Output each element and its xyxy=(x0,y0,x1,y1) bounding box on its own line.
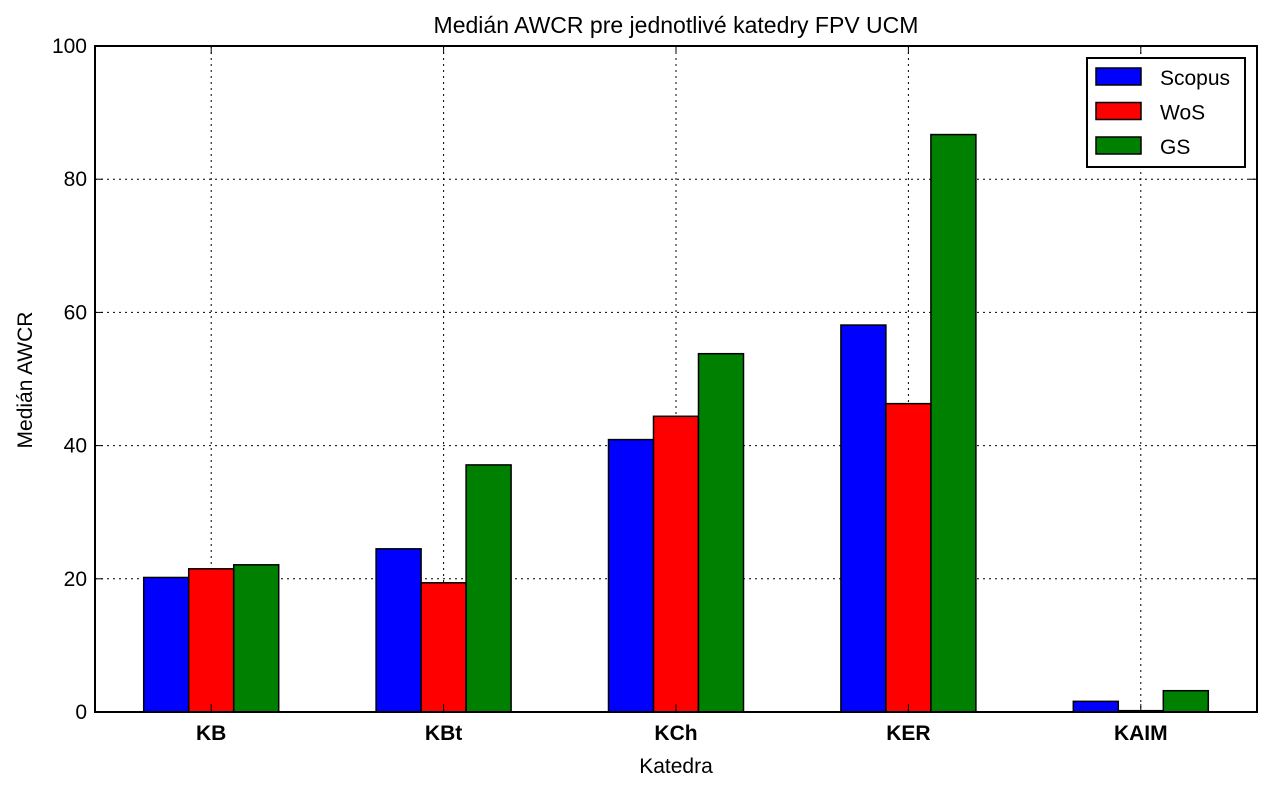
bar-wos-kch xyxy=(652,415,700,713)
bar-gs-kbt xyxy=(465,464,512,713)
bar-wos-kbt xyxy=(420,582,467,713)
legend-swatch-scopus xyxy=(1095,67,1142,86)
y-tick-label: 60 xyxy=(64,301,87,324)
y-tick-label: 40 xyxy=(64,435,87,458)
chart-title: Medián AWCR pre jednotlivé katedry FPV U… xyxy=(434,12,919,38)
grid-lines xyxy=(95,46,1257,712)
bar-scopus-kb xyxy=(142,576,190,713)
y-tick-label: 80 xyxy=(64,168,87,191)
y-tick-labels: 0 20 40 60 80 100 xyxy=(52,35,87,724)
x-tick-label: KER xyxy=(886,722,930,745)
x-tick-labels: KB KBt KCh KER KAIM xyxy=(196,722,1168,745)
bar-scopus-ker xyxy=(840,324,887,713)
bar-scopus-kaim xyxy=(1072,700,1120,713)
legend-label-wos: WoS xyxy=(1160,102,1205,125)
x-axis-label: Katedra xyxy=(639,755,713,778)
bar-gs-kch xyxy=(697,352,745,713)
legend: Scopus WoS GS xyxy=(1086,57,1246,168)
x-tick-label: KB xyxy=(196,722,226,745)
legend-label-gs: GS xyxy=(1160,136,1190,159)
bar-scopus-kch xyxy=(607,438,655,713)
y-axis-label: Medián AWCR xyxy=(14,312,37,449)
bar-wos-ker xyxy=(885,402,932,713)
bar-scopus-kbt xyxy=(375,548,422,713)
y-tick-label: 100 xyxy=(52,35,87,58)
bars xyxy=(142,133,1210,713)
bar-wos-kb xyxy=(187,568,235,713)
axis-ticks xyxy=(95,45,1257,713)
bar-gs-kb xyxy=(232,564,280,713)
x-tick-label: KBt xyxy=(425,722,462,745)
legend-swatch-gs xyxy=(1095,136,1142,155)
y-tick-label: 20 xyxy=(64,568,87,591)
x-tick-label: KAIM xyxy=(1114,722,1168,745)
bar-gs-ker xyxy=(930,133,977,713)
y-tick-label: 0 xyxy=(75,701,87,724)
legend-swatch-wos xyxy=(1095,101,1142,121)
legend-label-scopus: Scopus xyxy=(1160,67,1230,90)
x-tick-label: KCh xyxy=(654,722,697,745)
bar-gs-kaim xyxy=(1162,689,1210,713)
